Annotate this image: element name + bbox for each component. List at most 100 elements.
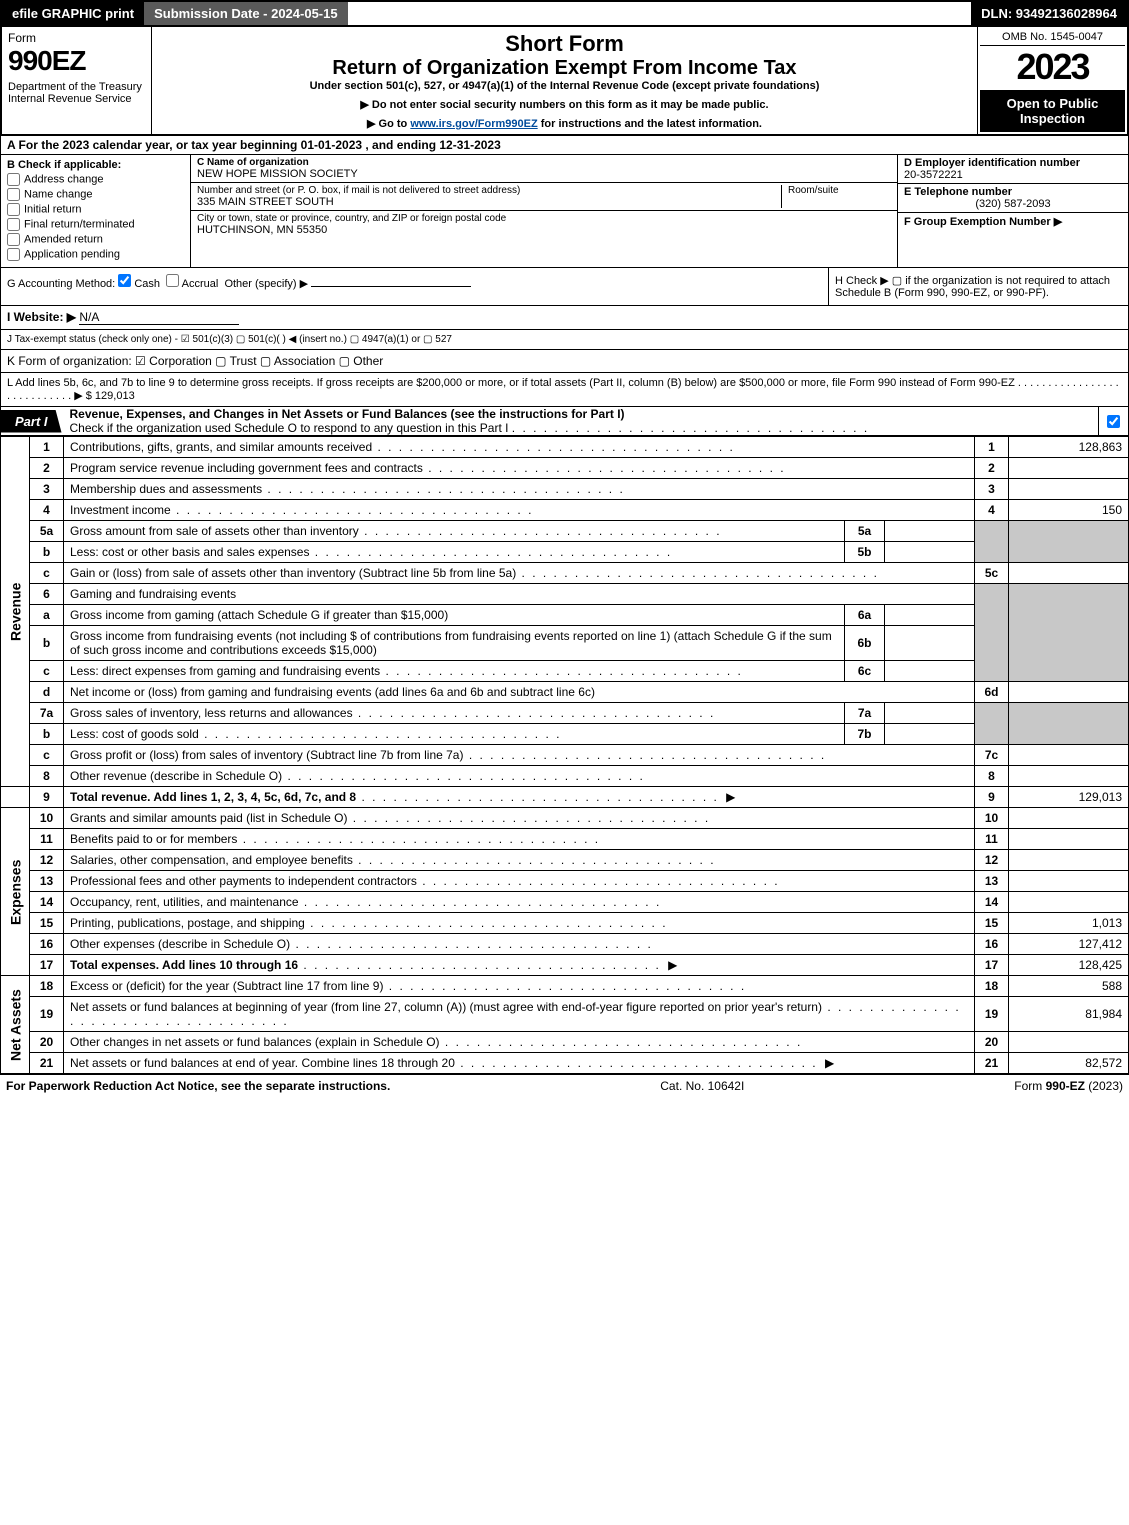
chk-name-change[interactable]: Name change [7, 188, 184, 201]
ln: 7a [30, 703, 64, 724]
b-label: B Check if applicable: [7, 159, 184, 171]
line-8: 8 Other revenue (describe in Schedule O)… [1, 766, 1129, 787]
lr: 20 [975, 1032, 1009, 1053]
chk-accrual[interactable] [166, 274, 179, 287]
ln: 8 [30, 766, 64, 787]
chk-label: Address change [24, 173, 104, 185]
chk-address-change[interactable]: Address change [7, 173, 184, 186]
lr: 4 [975, 500, 1009, 521]
line-5a: 5a Gross amount from sale of assets othe… [1, 521, 1129, 542]
chk-final-return[interactable]: Final return/terminated [7, 218, 184, 231]
irs-link[interactable]: www.irs.gov/Form990EZ [410, 118, 537, 130]
sb: 6b [845, 626, 885, 661]
line-5b: b Less: cost or other basis and sales ex… [1, 542, 1129, 563]
chk-label: Amended return [24, 233, 103, 245]
grey-cell [1009, 703, 1129, 745]
la: 127,412 [1009, 934, 1129, 955]
h-block: H Check ▶ ▢ if the organization is not r… [828, 268, 1128, 305]
ln: d [30, 682, 64, 703]
la: 1,013 [1009, 913, 1129, 934]
lr: 5c [975, 563, 1009, 584]
dept-label: Department of the Treasury Internal Reve… [8, 81, 145, 105]
lr: 1 [975, 437, 1009, 458]
ld: Less: direct expenses from gaming and fu… [70, 664, 380, 678]
website-value: N/A [79, 310, 239, 325]
ln: b [30, 626, 64, 661]
sa [885, 542, 975, 563]
revenue-side: Revenue [1, 437, 30, 787]
col-b: B Check if applicable: Address change Na… [1, 155, 191, 267]
ld: Benefits paid to or for members [70, 832, 237, 846]
lr: 14 [975, 892, 1009, 913]
ld: Investment income [70, 503, 171, 517]
chk-cash[interactable] [118, 274, 131, 287]
line-14: 14 Occupancy, rent, utilities, and maint… [1, 892, 1129, 913]
efile-print-button[interactable]: efile GRAPHIC print [2, 2, 144, 25]
ld: Gaming and fundraising events [70, 587, 236, 601]
ln: 6 [30, 584, 64, 605]
la: 588 [1009, 976, 1129, 997]
ln: 12 [30, 850, 64, 871]
sa [885, 626, 975, 661]
g-other: Other (specify) ▶ [224, 278, 308, 290]
sb: 5b [845, 542, 885, 563]
line-16: 16 Other expenses (describe in Schedule … [1, 934, 1129, 955]
ld: Grants and similar amounts paid (list in… [70, 811, 347, 825]
arrow-icon [821, 1056, 838, 1070]
footer-right: Form 990-EZ (2023) [1014, 1079, 1123, 1093]
sb: 7a [845, 703, 885, 724]
la [1009, 892, 1129, 913]
line-7a: 7a Gross sales of inventory, less return… [1, 703, 1129, 724]
line-1: Revenue 1 Contributions, gifts, grants, … [1, 437, 1129, 458]
la [1009, 829, 1129, 850]
sb: 6a [845, 605, 885, 626]
la [1009, 458, 1129, 479]
i-label: I Website: ▶ [7, 310, 76, 324]
org-name: NEW HOPE MISSION SOCIETY [197, 168, 891, 180]
ld: Other revenue (describe in Schedule O) [70, 769, 282, 783]
la: 150 [1009, 500, 1129, 521]
identity-block: B Check if applicable: Address change Na… [0, 155, 1129, 268]
line-21: 21 Net assets or fund balances at end of… [1, 1053, 1129, 1074]
chk-application-pending[interactable]: Application pending [7, 248, 184, 261]
ln: 11 [30, 829, 64, 850]
subtitle: Under section 501(c), 527, or 4947(a)(1)… [156, 80, 973, 92]
d-block: D Employer identification number 20-3572… [898, 155, 1128, 184]
la [1009, 850, 1129, 871]
ln: 5a [30, 521, 64, 542]
header-right: OMB No. 1545-0047 2023 Open to Public In… [977, 27, 1127, 134]
line-6a: a Gross income from gaming (attach Sched… [1, 605, 1129, 626]
part1-title: Revenue, Expenses, and Changes in Net As… [70, 407, 625, 421]
footer-left: For Paperwork Reduction Act Notice, see … [6, 1079, 390, 1093]
la: 128,425 [1009, 955, 1129, 976]
sa [885, 661, 975, 682]
ld: Total expenses. Add lines 10 through 16 [70, 958, 298, 972]
grey-cell [1009, 584, 1129, 682]
part1-check[interactable] [1098, 407, 1128, 435]
submission-date-label: Submission Date - 2024-05-15 [144, 2, 348, 25]
ln: 1 [30, 437, 64, 458]
lr: 21 [975, 1053, 1009, 1074]
g-other-line [311, 286, 471, 287]
line-6c: c Less: direct expenses from gaming and … [1, 661, 1129, 682]
c-street-row: Number and street (or P. O. box, if mail… [191, 183, 897, 211]
chk-amended-return[interactable]: Amended return [7, 233, 184, 246]
ln: 3 [30, 479, 64, 500]
chk-initial-return[interactable]: Initial return [7, 203, 184, 216]
line-6b: b Gross income from fundraising events (… [1, 626, 1129, 661]
footer-mid: Cat. No. 10642I [660, 1079, 744, 1093]
la [1009, 745, 1129, 766]
sb: 7b [845, 724, 885, 745]
ld: Printing, publications, postage, and shi… [70, 916, 305, 930]
g-block: G Accounting Method: Cash Accrual Other … [1, 268, 828, 305]
g-label: G Accounting Method: [7, 278, 115, 290]
f-block: F Group Exemption Number ▶ [898, 213, 1128, 230]
ln: c [30, 745, 64, 766]
sa [885, 703, 975, 724]
line-18: Net Assets 18 Excess or (deficit) for th… [1, 976, 1129, 997]
ld: Professional fees and other payments to … [70, 874, 417, 888]
ln: a [30, 605, 64, 626]
line-6d: d Net income or (loss) from gaming and f… [1, 682, 1129, 703]
line-3: 3 Membership dues and assessments 3 [1, 479, 1129, 500]
ld: Gross amount from sale of assets other t… [70, 524, 359, 538]
